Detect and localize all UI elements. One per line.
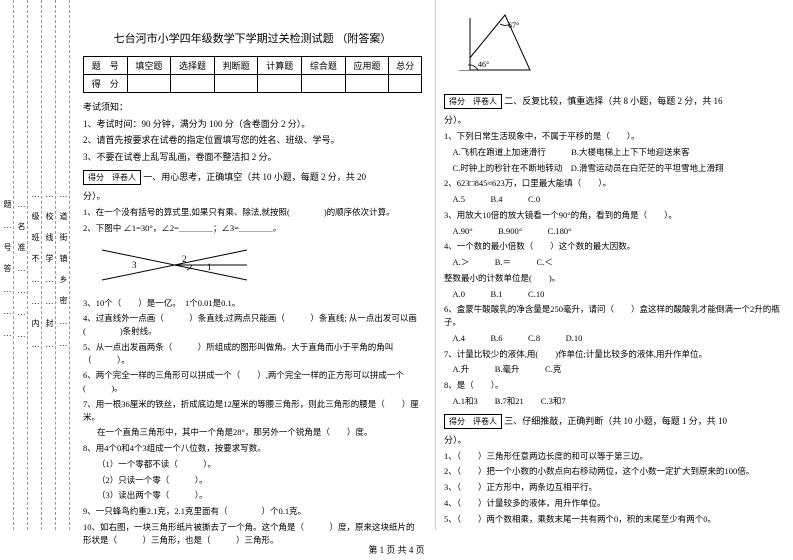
q: 8、用4个0和4个3组成一个八位数，按要求写数。 xyxy=(83,442,422,455)
page-footer: 第 1 页 共 4 页 xyxy=(0,543,793,556)
section2-header: 得分 评卷人 二、反复比较，慎重选择（共 8 小题，每题 2 分，共 16 xyxy=(444,94,782,109)
td xyxy=(345,75,389,93)
q: A.升 B.毫升 C.克 xyxy=(444,363,782,376)
notice-line: 2、请首先按要求在试卷的指定位置填写您的姓名、班级、学号。 xyxy=(83,134,422,148)
notice-line: 1、考试时间：90 分钟，满分为 100 分（含卷面分 2 分）。 xyxy=(83,118,422,132)
section3-questions: 1、（ ）三角形任意两边长度的和可以等于第三边。 2、（ ）把一个小数的小数点向… xyxy=(444,450,782,526)
q: A.飞机在跑道上加速滑行 B.大楼电梯上上下下地迎送来客 xyxy=(444,146,782,159)
q: （3）读出两个零（ ）。 xyxy=(83,489,422,502)
exam-title: 七台河市小学四年级数学下学期过关检测试题 （附答案） xyxy=(83,30,422,46)
q: 3、10个（ ）是一亿。 1个0.01是0.1。 xyxy=(83,297,422,310)
angle-label-1: 1 xyxy=(207,262,212,272)
binding-col-3: … 校 线 学 … … 封 … xyxy=(42,0,56,530)
q: 2、（ ）把一个小数的小数点向右移动两位，这个小数一定扩大到原来的100倍。 xyxy=(444,465,782,478)
td xyxy=(171,75,215,93)
section1-title-cont: 分）。 xyxy=(83,189,422,202)
binding-col-2: … 级 班 不 … … 内 … xyxy=(28,0,42,530)
q: 3、用放大10倍的放大镜看一个90°的角，看到的角是（ ）。 xyxy=(444,209,782,222)
q: （1）一个零都不读（ ）。 xyxy=(83,458,422,471)
section2-title-cont: 分）。 xyxy=(444,113,782,126)
section3-title: 三、仔细推敲，正确判断（共 10 小题，每题 1 分，共 10 xyxy=(504,416,727,426)
angle-label-3: 3 xyxy=(132,260,137,270)
notice-line: 3、不要在试卷上乱写乱画，卷面不整洁扣 2 分。 xyxy=(83,151,422,165)
binding-col-0: 题 … 号 答 … … … xyxy=(0,0,14,530)
q: 4、（ ）计量较多的液体，用升作单位。 xyxy=(444,497,782,510)
td xyxy=(258,75,302,93)
exam-notice: 考试须知： 1、考试时间：90 分钟，满分为 100 分（含卷面分 2 分）。 … xyxy=(83,101,422,164)
angle-diagram: 3 2 1 xyxy=(97,240,257,290)
q: 整数最小的计数单位是( )。 xyxy=(444,272,782,285)
table-row: 题 号 填空题 选择题 判断题 计算题 综合题 应用题 总分 xyxy=(84,57,422,75)
q: A.0 B.1 C.10 xyxy=(444,288,782,301)
td xyxy=(214,75,258,93)
q: 8、是（ ）。 xyxy=(444,379,782,392)
q: 1、在一个没有括号的算式里,如果只有乘、除法,就按照( )的顺序依次计算。 xyxy=(83,206,422,219)
angle-67: 67° xyxy=(508,21,519,30)
th: 应用题 xyxy=(345,57,389,75)
q: A.1和3 B.7和21 C.3和7 xyxy=(444,395,782,408)
q: 在一个直角三角形中，其中一个角是28°，那另外一个锐角是（ ）度。 xyxy=(83,426,422,439)
section1-questions: 1、在一个没有括号的算式里,如果只有乘、除法,就按照( )的顺序依次计算。 2、… xyxy=(83,206,422,546)
q: 1、下列日常生活现象中，不属于平移的是（ ）。 xyxy=(444,130,782,143)
q: A.5 B.4 C.0 xyxy=(444,193,782,206)
th: 综合题 xyxy=(302,57,346,75)
score-box: 得分 评卷人 xyxy=(83,170,141,185)
q: 4、过直线外一点画（ ）条直线,过两点只能画（ ）条直线; 从一点出发可以画( … xyxy=(83,312,422,338)
q: 4、一个数的最小倍数（ ）这个数的最大因数。 xyxy=(444,240,782,253)
th: 计算题 xyxy=(258,57,302,75)
q: A.＞ B.＝ C.＜ xyxy=(444,256,782,269)
binding-margin: 题 … 号 答 … … … … 名 准 … … … … … 级 班 不 … … … xyxy=(0,0,70,530)
th: 选择题 xyxy=(171,57,215,75)
section2-title: 二、反复比较，慎重选择（共 8 小题，每题 2 分，共 16 xyxy=(504,96,722,106)
score-box: 得分 评卷人 xyxy=(444,94,502,109)
td: 得 分 xyxy=(84,75,128,93)
q: 6、盒蒙牛酸酸乳的净含量是250毫升，请问（ ）盒这样的酸酸乳才能倒满一个2升的… xyxy=(444,303,782,329)
angle-46: 46° xyxy=(478,60,489,69)
page-left: 七台河市小学四年级数学下学期过关检测试题 （附答案） 题 号 填空题 选择题 判… xyxy=(75,0,430,530)
section1-header: 得分 评卷人 一、用心思考，正确填空（共 10 小题，每题 2 分，共 20 xyxy=(83,170,422,185)
q: 6、两个完全一样的三角形可以拼成一个（ ）,两个完全一样的正方形可以拼成一个( … xyxy=(83,369,422,395)
q: 7、计量比较少的液体,用( )作单位;计量比较多的液体,用升作单位。 xyxy=(444,348,782,361)
section3-title-cont: 分）。 xyxy=(444,433,782,446)
q: 2、下图中 ∠1=30°，∠2=＿＿＿＿；∠3=＿＿＿＿。 xyxy=(83,222,422,235)
q: 5、从一点出发画两条（ ）所组成的图形叫做角。大于直角而小于平角的角叫（ ）。 xyxy=(83,341,422,367)
q: 2、623□845≈623万，口里最大能填（ ）。 xyxy=(444,177,782,190)
table-row: 得 分 xyxy=(84,75,422,93)
q: A.4 B.6 C.8 D.10 xyxy=(444,332,782,345)
triangle-diagram: 46° 67° xyxy=(450,10,540,80)
binding-col-4: … 道 街 镇 乡 密 … … xyxy=(56,0,70,530)
binding-col-1: … 名 准 … … … … xyxy=(14,0,28,530)
section1-title: 一、用心思考，正确填空（共 10 小题，每题 2 分，共 20 xyxy=(143,172,366,182)
q: 9、一只蜂鸟约重2.1克，2.1克里面有（ ）个0.1克。 xyxy=(83,505,422,518)
th: 填空题 xyxy=(127,57,171,75)
q: （2）只读一个零（ ）。 xyxy=(83,474,422,487)
q: 1、（ ）三角形任意两边长度的和可以等于第三边。 xyxy=(444,450,782,463)
q: 3、（ ）正方形中，两条边互相平行。 xyxy=(444,481,782,494)
page-right: 46° 67° 得分 评卷人 二、反复比较，慎重选择（共 8 小题，每题 2 分… xyxy=(435,0,790,530)
th: 题 号 xyxy=(84,57,128,75)
th: 总分 xyxy=(389,57,422,75)
q: A.90° B.900° C.180° xyxy=(444,225,782,238)
td xyxy=(302,75,346,93)
td xyxy=(389,75,422,93)
th: 判断题 xyxy=(214,57,258,75)
notice-heading: 考试须知： xyxy=(83,101,422,115)
td xyxy=(127,75,171,93)
section3-header: 得分 评卷人 三、仔细推敲，正确判断（共 10 小题，每题 1 分，共 10 xyxy=(444,414,782,429)
section2-questions: 1、下列日常生活现象中，不属于平移的是（ ）。 A.飞机在跑道上加速滑行 B.大… xyxy=(444,130,782,408)
angle-label-2: 2 xyxy=(182,254,187,264)
q: 7、用一根36厘米的铁丝，折成底边是12厘米的等腰三角形，则此三角形的腰是（ ）… xyxy=(83,398,422,424)
q: C.时钟上的秒针在不断地转动 D.滑雪运动员在白茫茫的平坦雪地上滑翔 xyxy=(444,162,782,175)
score-table: 题 号 填空题 选择题 判断题 计算题 综合题 应用题 总分 得 分 xyxy=(83,56,422,93)
q: 5、（ ）两个数相乘，乘数末尾一共有两个0，积的末尾至少有两个0。 xyxy=(444,513,782,526)
score-box: 得分 评卷人 xyxy=(444,414,502,429)
